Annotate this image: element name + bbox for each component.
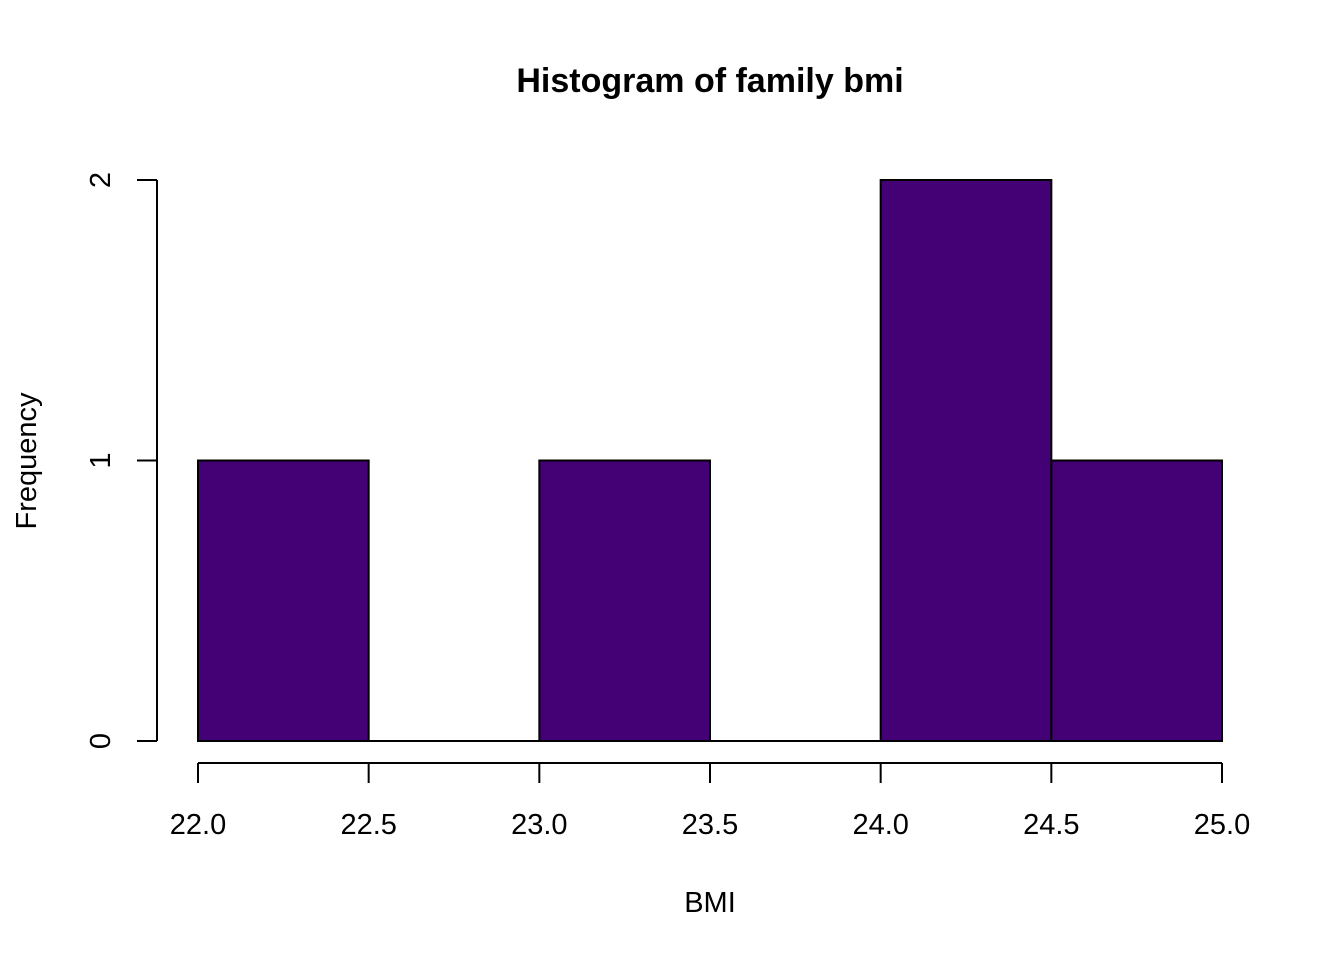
x-axis: 22.0 22.5 23.0 23.5 24.0 24.5 25.0: [170, 762, 1250, 841]
chart-title: Histogram of family bmi: [516, 62, 903, 100]
y-axis: 0 1 2: [85, 172, 158, 749]
histogram-bar-2: [538, 459, 711, 742]
histogram-bar-4: [879, 179, 1053, 742]
histogram-bar-5: [1050, 459, 1224, 742]
y-tick-label-0: 0: [85, 733, 117, 749]
y-tick-label-2: 2: [85, 172, 117, 188]
histogram-bar-0: [197, 459, 370, 742]
x-tick-label-0: 22.0: [170, 809, 226, 841]
x-tick-label-6: 25.0: [1194, 809, 1250, 841]
x-tick-label-4: 24.0: [852, 809, 908, 841]
bars-group: [197, 179, 1224, 742]
x-tick-label-2: 23.0: [511, 809, 567, 841]
x-axis-label: BMI: [684, 887, 736, 919]
y-axis-label: Frequency: [11, 392, 43, 530]
x-tick-label-5: 24.5: [1023, 809, 1079, 841]
x-tick-label-1: 22.5: [340, 809, 396, 841]
x-tick-label-3: 23.5: [682, 809, 738, 841]
y-tick-label-1: 1: [85, 452, 117, 468]
